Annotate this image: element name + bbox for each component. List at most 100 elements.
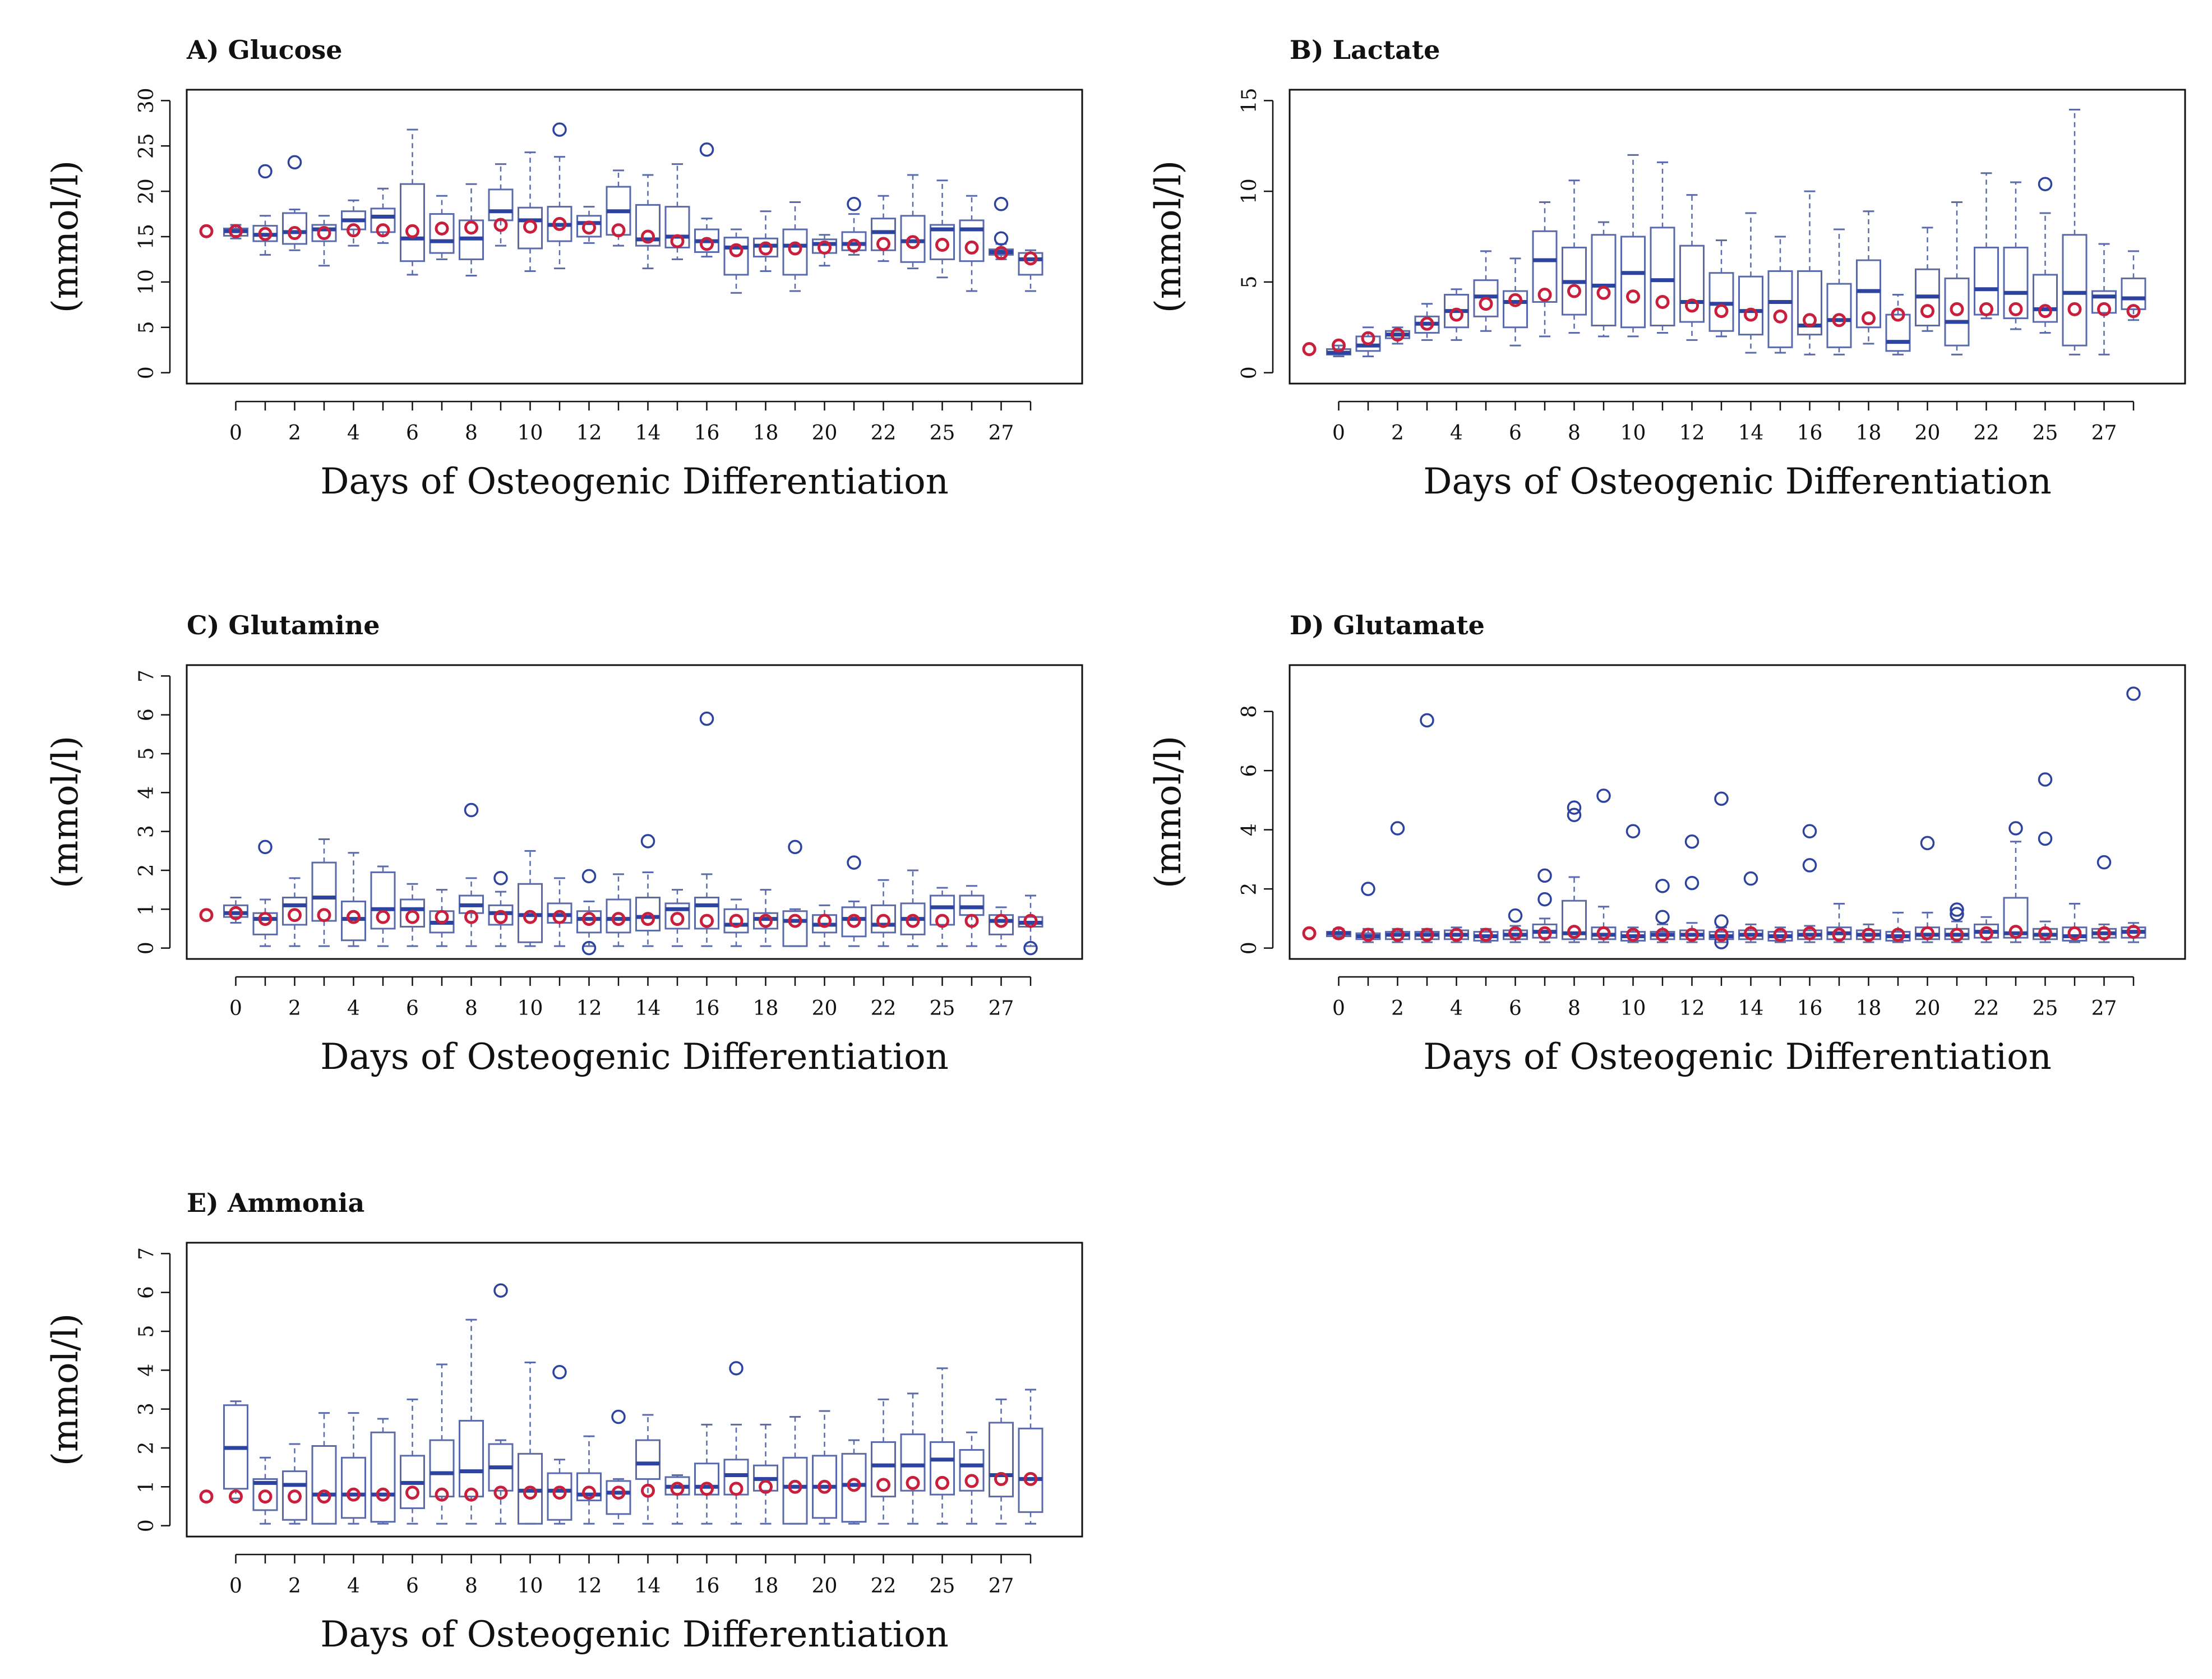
iqr-box bbox=[1620, 236, 1646, 329]
box-day-24 bbox=[930, 887, 955, 947]
mean-marker bbox=[2008, 925, 2023, 939]
iqr-box bbox=[400, 183, 425, 262]
mean-marker bbox=[405, 910, 419, 924]
mean-marker bbox=[552, 1486, 567, 1500]
box-day-6 bbox=[1503, 257, 1528, 347]
box-day-9 bbox=[488, 871, 514, 947]
box-day-3 bbox=[311, 1412, 337, 1525]
x-tick-label: 10 bbox=[518, 997, 543, 1020]
mean-marker bbox=[1596, 285, 1611, 300]
outlier-point bbox=[493, 1283, 508, 1298]
mean-marker bbox=[1508, 293, 1522, 307]
x-tick-label: 4 bbox=[347, 1575, 360, 1598]
y-tick-label: 0 bbox=[135, 942, 158, 954]
box-day-4 bbox=[1444, 926, 1469, 943]
mean-marker bbox=[729, 1482, 744, 1496]
iqr-box bbox=[1797, 270, 1822, 336]
mean-marker bbox=[1950, 302, 1964, 316]
iqr-box bbox=[930, 224, 955, 260]
outlier-point bbox=[1023, 940, 1038, 956]
iqr-box bbox=[311, 224, 337, 242]
outlier-point bbox=[493, 871, 508, 885]
box-day-21 bbox=[1944, 902, 1970, 943]
x-tick-label: 20 bbox=[812, 422, 838, 445]
iqr-box bbox=[723, 237, 749, 276]
box-day-23 bbox=[900, 174, 926, 270]
outlier-point bbox=[1625, 824, 1641, 839]
x-axis-label: Days of Osteogenic Differentiation bbox=[1423, 461, 2052, 502]
mean-marker bbox=[1891, 928, 1905, 942]
outlier-point bbox=[1655, 910, 1670, 924]
x-tick-label: 20 bbox=[1915, 997, 1941, 1020]
y-tick-label: 7 bbox=[135, 670, 158, 682]
mean-marker bbox=[788, 241, 802, 256]
x-tick-label: 4 bbox=[347, 422, 360, 445]
mean-marker bbox=[670, 234, 685, 248]
x-tick-label: 8 bbox=[1568, 422, 1581, 445]
x-tick-label: 25 bbox=[930, 1575, 955, 1598]
mean-marker bbox=[935, 1475, 949, 1490]
outlier-point bbox=[258, 164, 273, 179]
mean-marker bbox=[199, 1489, 214, 1504]
box-day-13 bbox=[1708, 791, 1734, 949]
box-day-26 bbox=[2091, 243, 2117, 356]
mean-marker bbox=[1832, 928, 1846, 942]
x-tick-label: 8 bbox=[465, 997, 478, 1020]
mean-marker bbox=[1537, 926, 1552, 940]
panel-title: A) Glucose bbox=[186, 35, 343, 65]
box-day-10 bbox=[518, 151, 543, 272]
y-tick-label: 4 bbox=[1238, 823, 1261, 836]
mean-marker bbox=[1391, 328, 1405, 342]
box-day-22 bbox=[871, 879, 896, 947]
box-day-20 bbox=[812, 1410, 837, 1525]
mean-marker bbox=[464, 220, 478, 235]
mean-marker bbox=[317, 1489, 331, 1504]
box-day-2 bbox=[282, 877, 307, 947]
x-tick-label: 6 bbox=[1509, 997, 1522, 1020]
outlier-point bbox=[2126, 686, 2141, 701]
outlier-point bbox=[1950, 902, 1964, 917]
y-tick-label: 3 bbox=[135, 825, 158, 838]
box-day-7 bbox=[429, 1363, 455, 1525]
mean-marker bbox=[1302, 342, 1317, 357]
y-tick-label: 8 bbox=[1238, 705, 1261, 718]
box-day-9 bbox=[488, 163, 514, 247]
mean-marker bbox=[1449, 307, 1463, 322]
x-tick-label: 8 bbox=[465, 422, 478, 445]
x-tick-label: 25 bbox=[930, 422, 955, 445]
box-day-22 bbox=[871, 1398, 896, 1525]
y-tick-label: 1 bbox=[135, 903, 158, 916]
box-day-25 bbox=[959, 195, 985, 292]
box-day-22 bbox=[1974, 172, 1999, 320]
y-tick-label: 1 bbox=[135, 1480, 158, 1493]
box-day-10 bbox=[518, 850, 543, 947]
mean-marker bbox=[1420, 316, 1434, 331]
mean-marker bbox=[1803, 926, 1817, 940]
x-tick-label: 22 bbox=[871, 997, 897, 1020]
mean-marker bbox=[229, 906, 243, 920]
box-day-14 bbox=[635, 174, 661, 270]
box-day-23 bbox=[2003, 181, 2029, 330]
iqr-box bbox=[518, 206, 543, 250]
box-day-24 bbox=[2033, 177, 2058, 334]
box-day-6 bbox=[400, 883, 425, 947]
iqr-box bbox=[576, 910, 602, 934]
box-day-20 bbox=[1915, 227, 1940, 332]
iqr-box bbox=[782, 910, 808, 947]
box-day-14 bbox=[635, 834, 661, 947]
y-axis-label: (mmol/l) bbox=[1148, 736, 1189, 888]
y-tick-label: 10 bbox=[1238, 178, 1261, 204]
x-tick-label: 16 bbox=[1797, 997, 1823, 1020]
box-day-16 bbox=[1797, 824, 1822, 943]
box-day-1 bbox=[1355, 326, 1381, 357]
y-tick-label: 5 bbox=[1238, 275, 1261, 288]
iqr-box bbox=[576, 1472, 602, 1502]
mean-marker bbox=[2126, 925, 2141, 939]
y-axis-label: (mmol/l) bbox=[45, 160, 86, 313]
mean-marker bbox=[199, 908, 214, 922]
mean-marker bbox=[1803, 313, 1817, 328]
mean-marker bbox=[1449, 928, 1463, 942]
iqr-box bbox=[488, 188, 514, 222]
mean-marker bbox=[523, 219, 537, 234]
